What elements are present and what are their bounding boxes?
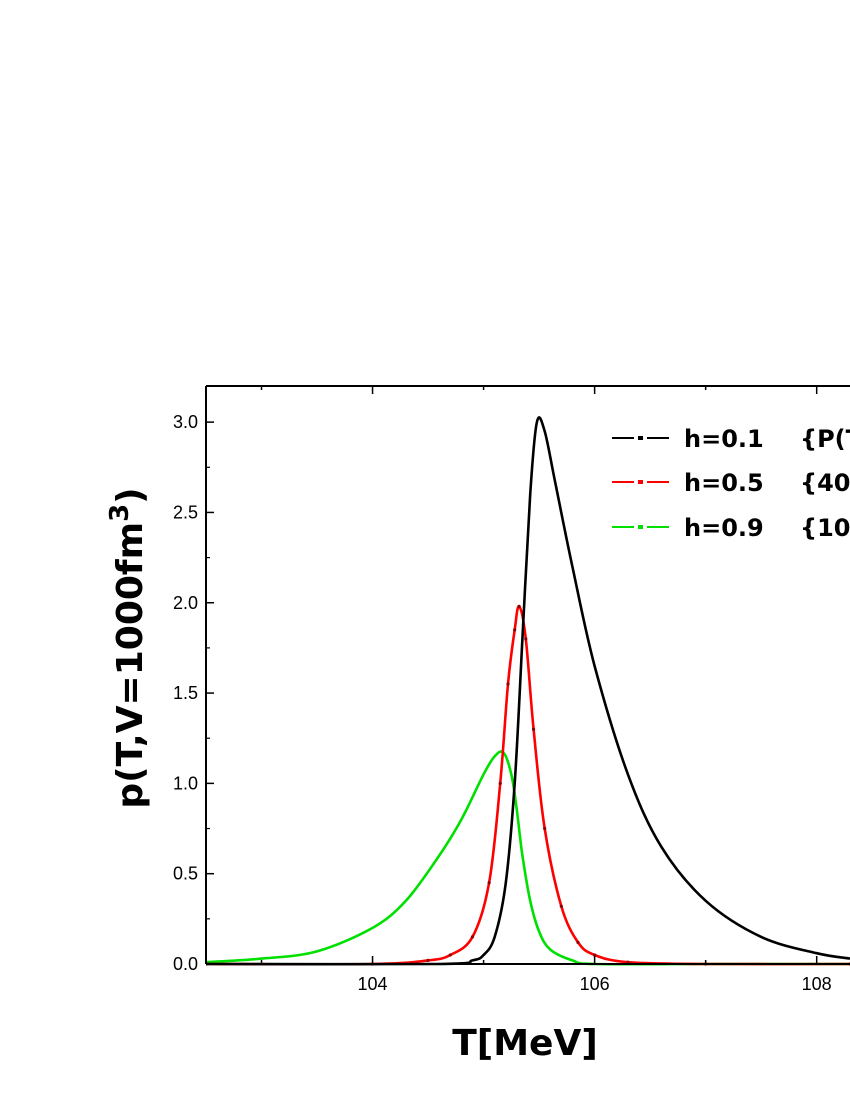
y-tick-label: 3.0 [173,412,198,432]
series-line-h-0-9 [206,750,850,966]
series-line-h-0-5 [206,605,850,966]
legend-extra: {P(T [800,425,850,453]
legend-extra: {40 [800,469,850,497]
y-axis-title: p(T,V=1000fm3) [105,487,151,808]
series-point [513,628,517,632]
axes: 0.0 0.5 1.0 1.5 2.0 2.5 3.0 104 106 108 [173,385,850,994]
legend-label: h=0.1 [684,425,764,453]
series-point [524,637,528,641]
series-point [448,953,452,957]
y-tick-label: 2.0 [173,593,198,613]
series-point [470,935,475,939]
series-line-h-0-1 [206,416,850,966]
series-point [626,960,630,964]
x-tick-label: 108 [802,974,832,994]
x-tick-label: 106 [580,974,610,994]
series-point [576,940,580,944]
series-point [498,781,502,785]
y-tick-label: 2.5 [173,502,198,522]
series-point [531,727,536,731]
series-point [559,904,563,908]
y-tick-label: 0.5 [173,864,198,884]
legend-label: h=0.9 [684,514,764,542]
legend-marker [638,436,643,440]
x-tick-label: 104 [358,974,388,994]
legend-marker [638,525,643,529]
series-point [543,826,547,831]
series-point [517,604,521,608]
series-point [487,881,491,885]
y-tick-label: 1.5 [173,683,198,703]
x-axis-title: T[MeV] [452,1023,598,1064]
legend-extra: {10 [800,514,850,542]
legend: h=0.1 {P(T h=0.5 {40 h=0.9 {10 [612,425,850,542]
y-tick-label: 0.0 [173,954,198,974]
legend-label: h=0.5 [684,469,764,497]
series-point [506,682,510,686]
series-point [426,958,430,962]
y-tick-label: 1.0 [173,773,198,793]
plot-area [206,416,850,966]
legend-marker [638,480,643,484]
series-point [593,953,597,957]
